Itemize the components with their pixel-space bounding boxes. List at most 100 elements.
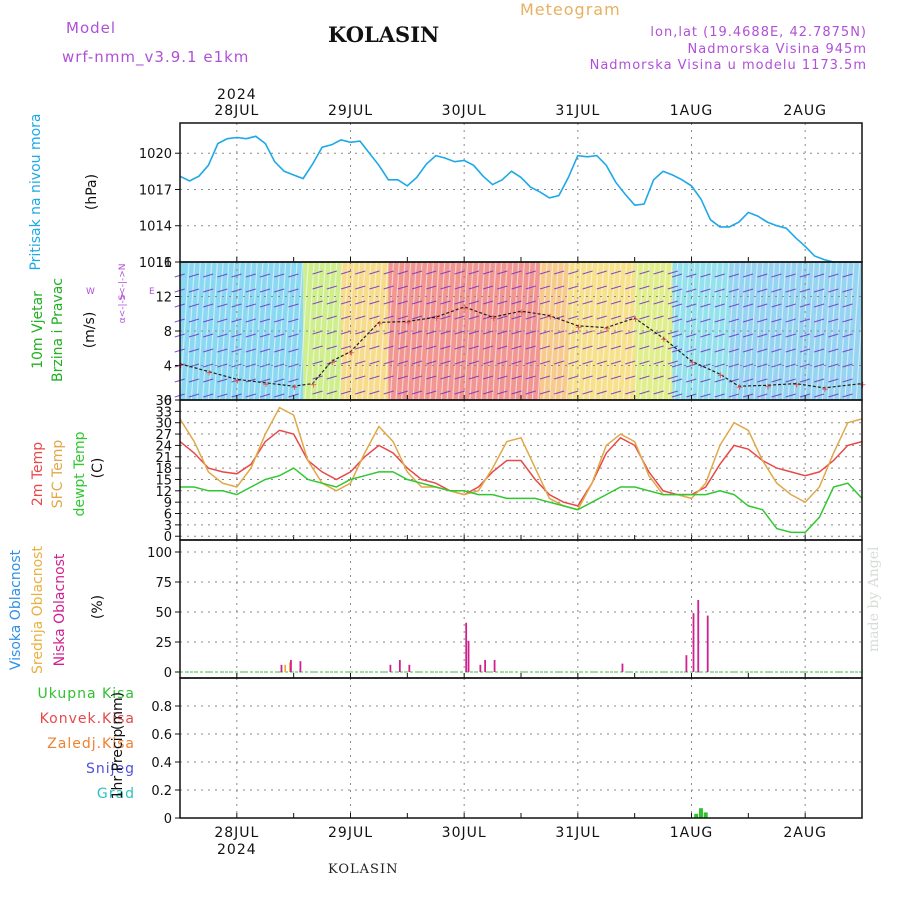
wind-arrow [610, 375, 622, 380]
wind-arrow [259, 333, 271, 338]
wind-arrow [700, 288, 711, 293]
temperature-frame [179, 399, 863, 541]
wind-arrow [596, 270, 607, 275]
wind-gust-marker: + [234, 376, 242, 386]
pressure-frame [179, 122, 863, 263]
total-precip-bar [703, 812, 708, 818]
wind-arrow [785, 288, 796, 293]
wind-gust-marker: + [764, 382, 772, 392]
wind-arrow [468, 360, 480, 365]
wind-arrow [828, 393, 839, 398]
wind-arrow [742, 333, 754, 338]
wind-arrow [771, 333, 782, 338]
wind-arrow [757, 333, 768, 338]
wind-arrow [312, 300, 323, 305]
wind-gust-marker: + [793, 381, 801, 391]
wind-arrow [667, 375, 678, 380]
wind-hatch [276, 261, 287, 401]
pressure-ytick-label: 1011 [139, 256, 172, 271]
wind-hatch [730, 261, 741, 401]
model-label: Model [66, 19, 117, 37]
wind-arrow [188, 378, 200, 383]
wind-arrow [497, 375, 508, 380]
wind-arrow [582, 300, 593, 305]
wind-arrow [188, 333, 200, 338]
wind-arrow [582, 330, 593, 335]
wind-arrow [771, 348, 782, 353]
wind-arrow [553, 315, 565, 320]
wind-hatch [662, 261, 673, 401]
wind-arrow [525, 330, 536, 335]
wind-arrow [369, 375, 380, 380]
wind-arrow [799, 333, 811, 338]
wind-arrow [742, 318, 754, 323]
wind-arrow [259, 348, 271, 353]
wind-arrow [217, 348, 228, 353]
pressure-series-line [179, 135, 862, 263]
wind-hatch [321, 261, 332, 401]
cloud-ytick-label: 100 [147, 546, 172, 561]
compass-east: E [149, 287, 155, 297]
wind-hatch [759, 261, 770, 401]
wind-arrow [828, 288, 839, 293]
wind-arrow [511, 315, 522, 320]
wind-arrow [728, 303, 740, 308]
wind-arrow [596, 345, 607, 350]
temperature-ytick-label: 18 [155, 462, 172, 477]
wind-arrow [525, 360, 536, 365]
wind-arrow [582, 315, 593, 320]
wind-arrow [383, 345, 394, 350]
wind-hatch [548, 261, 560, 401]
wind-hatch [702, 261, 713, 401]
wind-arrow [596, 390, 607, 395]
wind-arrow [355, 285, 366, 290]
wind-arrow [568, 315, 579, 320]
wind-arrow [653, 330, 664, 335]
wind-hatch [366, 261, 378, 401]
wind-arrow [842, 348, 853, 353]
wind-arrow [188, 303, 200, 308]
pressure-ytick-label: 1017 [139, 183, 172, 198]
wind-gust-marker: + [310, 381, 318, 391]
wind-arrow [714, 333, 725, 338]
wind-arrow [245, 303, 256, 308]
wind-arrow [383, 270, 394, 275]
wind-arrow [369, 270, 380, 275]
wind-arrow [785, 333, 796, 338]
wind-gust-marker: + [461, 304, 469, 314]
wind-arrow [553, 270, 565, 275]
wind-arrow [568, 330, 579, 335]
bottom-date-label: 1AUG [670, 825, 714, 841]
wind-arrow [728, 273, 740, 278]
wind-arrow [259, 273, 271, 278]
wind-gust-marker: + [177, 361, 185, 371]
wind-arrow [340, 345, 352, 350]
wind-hatch [577, 261, 588, 401]
precip-ytick-label: 0.2 [151, 784, 172, 799]
pressure-ytick-label: 1014 [139, 220, 172, 235]
wind-arrow [511, 285, 522, 290]
wind-arrow [511, 270, 522, 275]
wind-hatch [594, 261, 605, 401]
station-title: KOLASIN [328, 22, 440, 47]
wind-arrow [511, 390, 522, 395]
wind-hatch [821, 261, 832, 401]
wind-arrow [728, 348, 740, 353]
wind-arrow [700, 303, 711, 308]
wind-hatch [293, 261, 304, 401]
wind-arrow [369, 390, 380, 395]
wind-arrow [582, 360, 593, 365]
wind-arrow [813, 363, 825, 368]
wind-arrow [383, 285, 394, 290]
wind-arrow [771, 273, 782, 278]
wind-arrow [582, 390, 593, 395]
legend-total-precip: Ukupna Kisa [37, 686, 135, 702]
wind-arrow [596, 360, 607, 365]
wind-arrow [568, 390, 579, 395]
wind-arrow [440, 285, 451, 290]
wind-hatch [452, 261, 463, 401]
wind-arrow [714, 303, 725, 308]
wind-hatch [520, 261, 531, 401]
wind-hatch [815, 261, 827, 401]
wind-arrow [714, 348, 725, 353]
